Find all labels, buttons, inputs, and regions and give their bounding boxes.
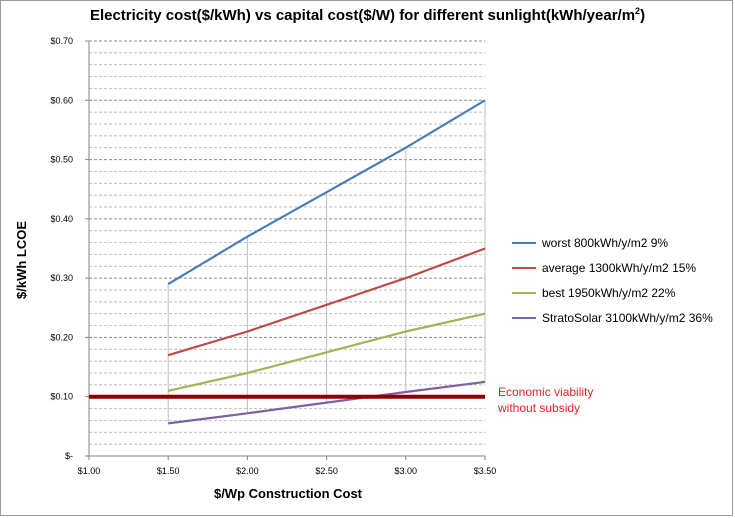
y-tick-label: $0.30 xyxy=(50,273,73,283)
gridlines xyxy=(89,40,485,445)
series-line xyxy=(167,99,486,286)
x-tick-label: $2.00 xyxy=(236,466,259,476)
legend-swatch xyxy=(512,316,536,319)
x-tick-label: $1.50 xyxy=(157,466,180,476)
x-tick-label: $3.00 xyxy=(395,466,418,476)
legend-swatch xyxy=(512,266,536,269)
y-tick-label: $0.70 xyxy=(50,36,73,46)
series-line xyxy=(167,247,486,357)
y-tick-label: $0.40 xyxy=(50,214,73,224)
legend: worst 800kWh/y/m2 9% average 1300kWh/y/m2… xyxy=(512,230,732,330)
chart-title: Electricity cost($/kWh) vs capital cost(… xyxy=(89,6,646,24)
y-tick-label: $0.50 xyxy=(50,155,73,165)
axes xyxy=(85,40,486,460)
drop-lines xyxy=(167,100,486,424)
legend-swatch xyxy=(512,291,536,294)
legend-label: average 1300kWh/y/m2 15% xyxy=(542,260,697,275)
series-line xyxy=(168,380,486,425)
y-tick-label: $0.10 xyxy=(50,392,73,402)
x-tick-label: $3.50 xyxy=(474,466,497,476)
economic-viability-annotation: Economic viability without subsidy xyxy=(498,384,593,416)
legend-swatch xyxy=(512,241,536,244)
legend-item: average 1300kWh/y/m2 15% xyxy=(512,255,732,280)
x-axis-title: $/Wp Construction Cost xyxy=(214,486,363,501)
series-line xyxy=(167,312,486,392)
legend-item: StratoSolar 3100kWh/y/m2 36% xyxy=(512,305,732,330)
y-tick-label: $0.60 xyxy=(50,95,73,105)
annotation-line-1: Economic viability xyxy=(498,385,594,399)
y-tick-label: $- xyxy=(65,451,73,461)
y-tick-label: $0.20 xyxy=(50,332,73,342)
legend-label: worst 800kWh/y/m2 9% xyxy=(542,235,669,250)
legend-item: best 1950kWh/y/m2 22% xyxy=(512,280,732,305)
tick-labels: $- $0.10 $0.20 $0.30 $0.40 $0.50 $0.60 $0.70 $1.… xyxy=(50,36,496,476)
y-axis-title: $/kWh LCOE xyxy=(14,221,29,299)
legend-item: worst 800kWh/y/m2 9% xyxy=(512,230,732,255)
legend-label: best 1950kWh/y/m2 22% xyxy=(542,285,676,300)
series-lines xyxy=(167,99,486,425)
x-tick-label: $2.50 xyxy=(315,466,338,476)
annotation-line-2: without subsidy xyxy=(498,401,581,415)
legend-label: StratoSolar 3100kWh/y/m2 36% xyxy=(542,310,713,325)
x-tick-label: $1.00 xyxy=(78,466,101,476)
